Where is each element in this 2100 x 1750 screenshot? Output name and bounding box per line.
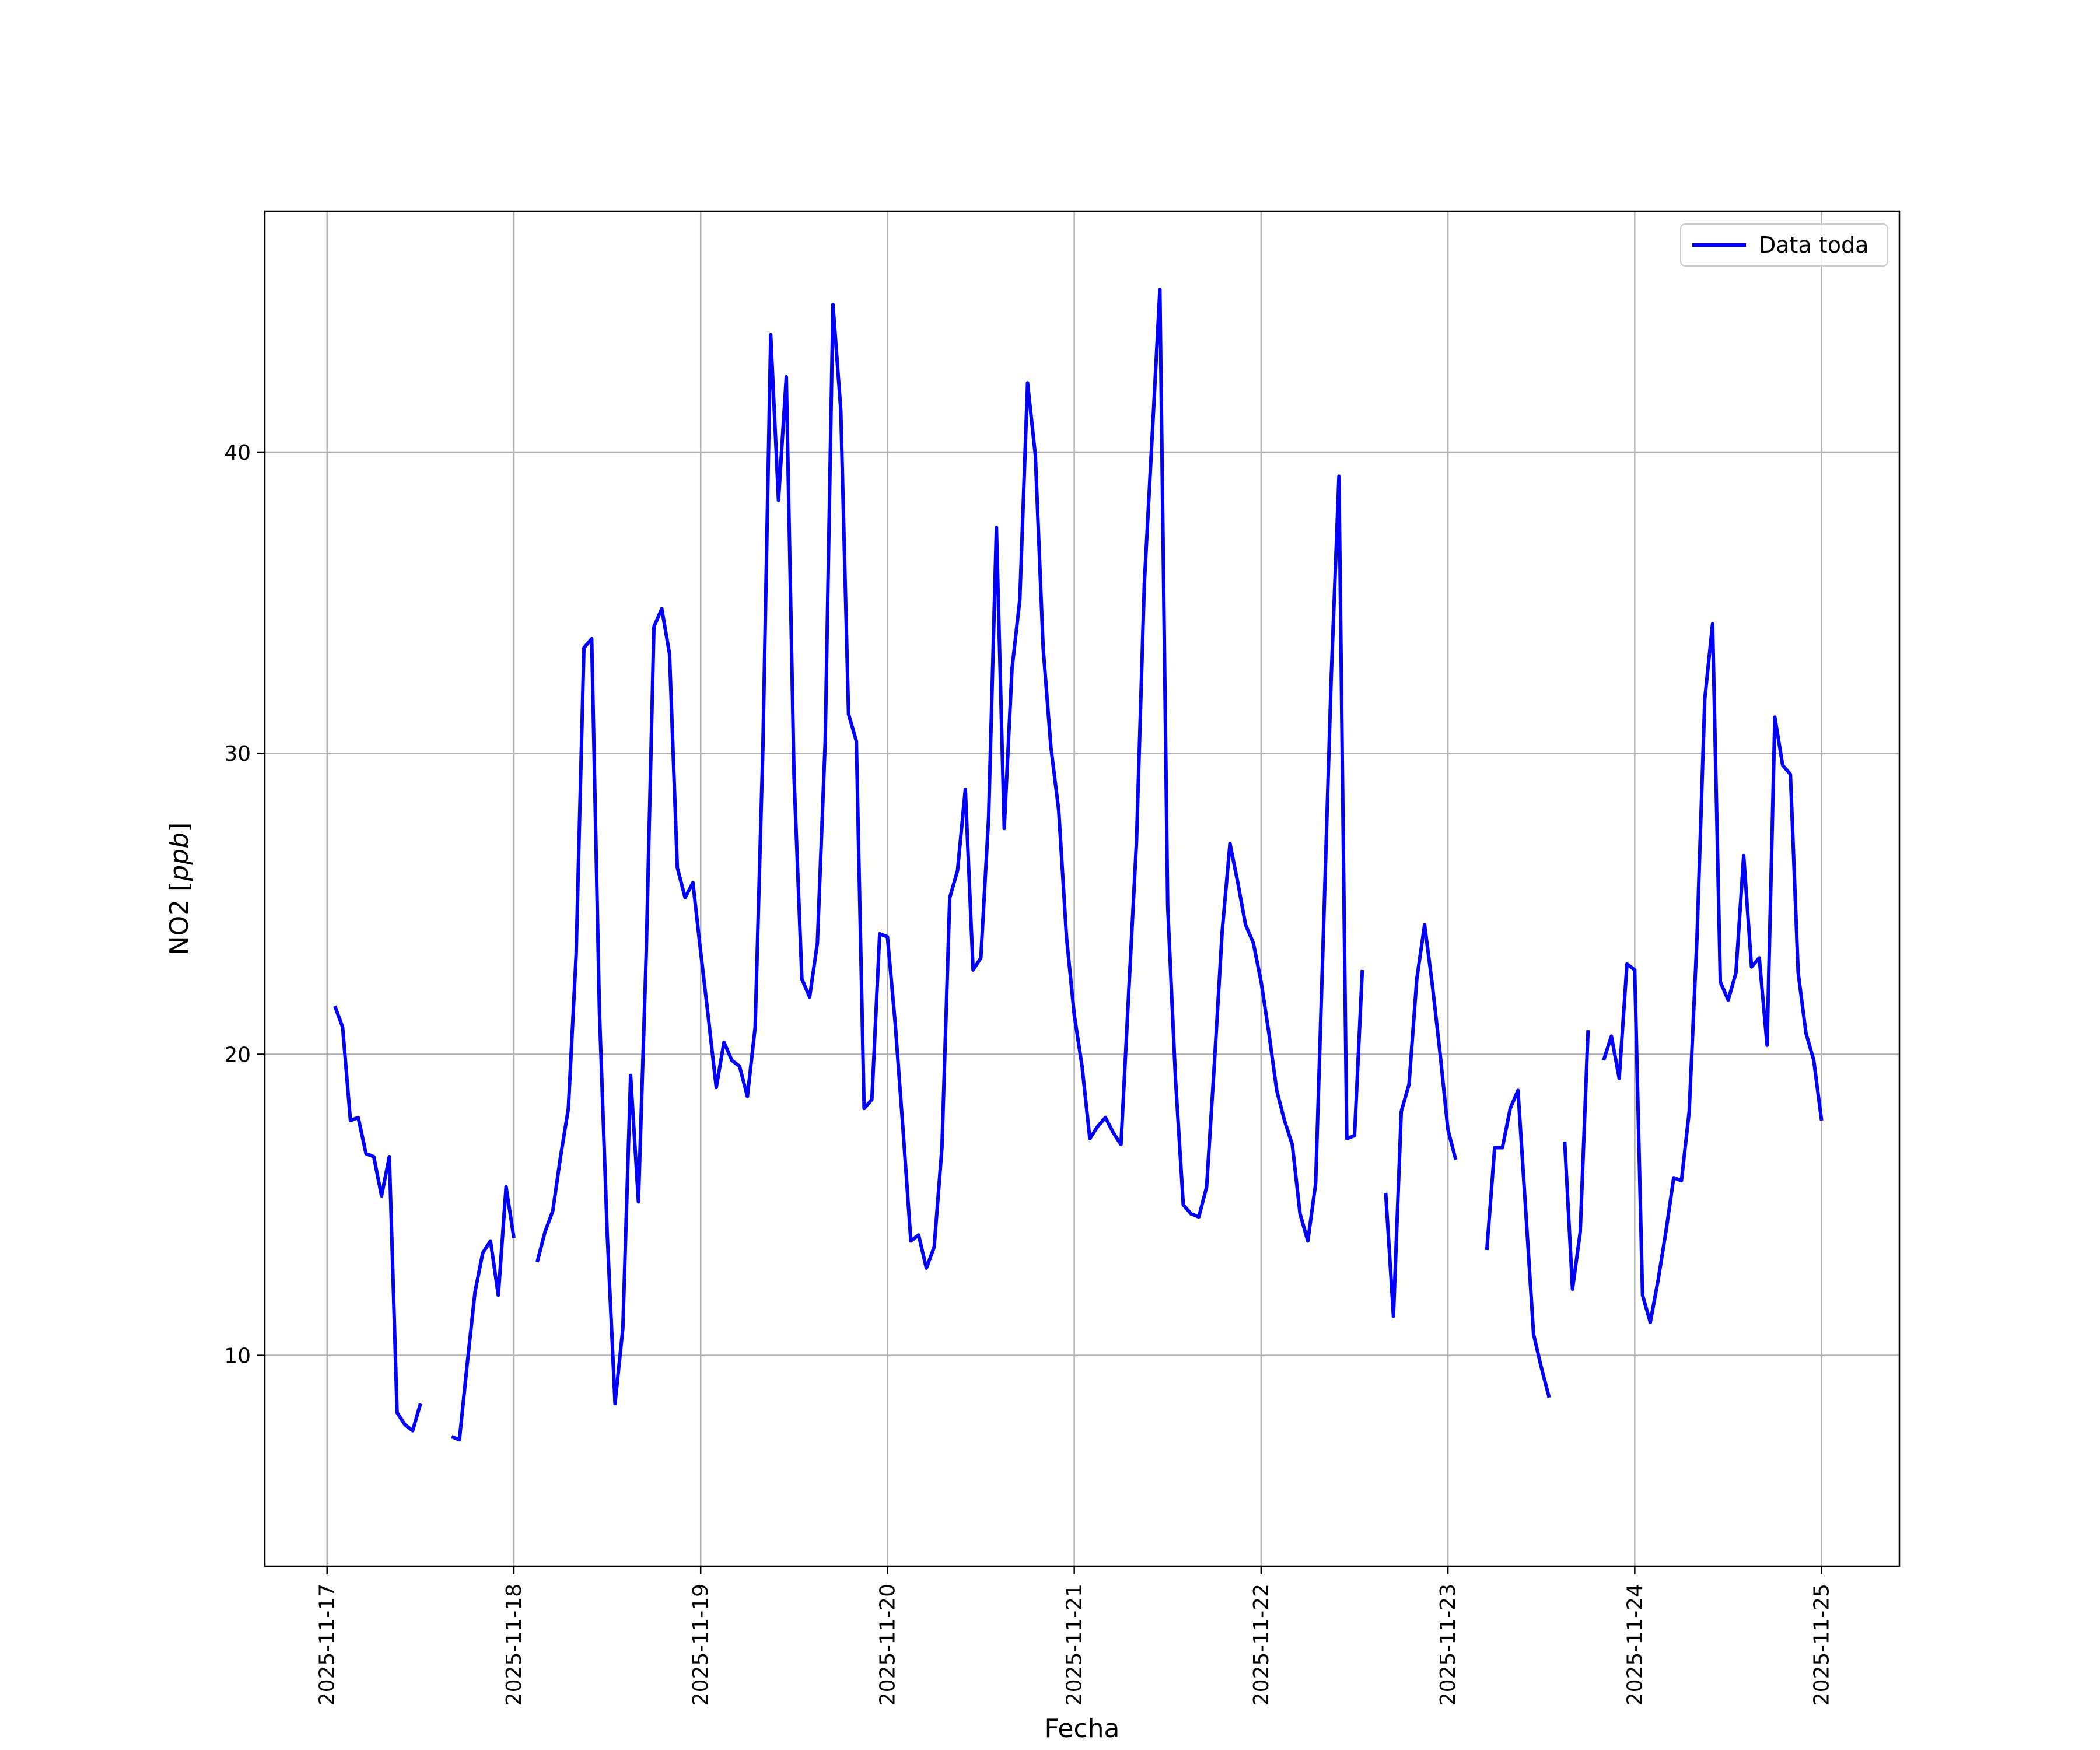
y-tick-label: 40 [224, 441, 251, 465]
x-tick-label: 2025-11-17 [316, 1584, 340, 1706]
x-tick-label: 2025-11-25 [1810, 1584, 1834, 1706]
series-line-segment [1485, 1088, 1551, 1398]
x-tick-label: 2025-11-21 [1063, 1584, 1087, 1706]
axis-ticks: 2025-11-17 2025-11-18 2025-11-19 2025-11-20… [224, 441, 1833, 1706]
grid-lines [265, 211, 1899, 1566]
x-tick-label: 2025-11-20 [876, 1584, 900, 1706]
y-axis-label-prefix: NO2 [ [164, 881, 194, 956]
series-line-segment [1563, 1030, 1590, 1292]
x-tick-label: 2025-11-19 [689, 1584, 713, 1706]
legend-box [1680, 223, 1888, 267]
x-axis-label: Fecha [1044, 1714, 1119, 1744]
y-axis-label-suffix: ] [164, 822, 194, 832]
plot-area-series [333, 288, 1824, 1442]
series-line-segment [1602, 622, 1824, 1324]
series-line-segment [451, 1185, 516, 1442]
y-tick-label: 10 [224, 1345, 251, 1368]
y-axis-label: NO2 [ppb] [164, 822, 194, 956]
y-axis-label-unit: ppb [164, 832, 194, 882]
x-tick-label: 2025-11-23 [1436, 1584, 1460, 1706]
series-line-segment [1384, 923, 1458, 1318]
x-tick-label: 2025-11-22 [1250, 1584, 1273, 1706]
series-line-segment [333, 1005, 422, 1433]
legend: Data toda [1680, 223, 1888, 267]
legend-label-data-toda: Data toda [1759, 232, 1868, 258]
plot-frame [264, 210, 1901, 1567]
series-line-segment [536, 288, 1364, 1406]
y-tick-label: 30 [224, 742, 251, 766]
x-tick-label: 2025-11-18 [502, 1584, 526, 1706]
y-tick-label: 20 [224, 1043, 251, 1067]
x-tick-label: 2025-11-24 [1623, 1584, 1647, 1706]
